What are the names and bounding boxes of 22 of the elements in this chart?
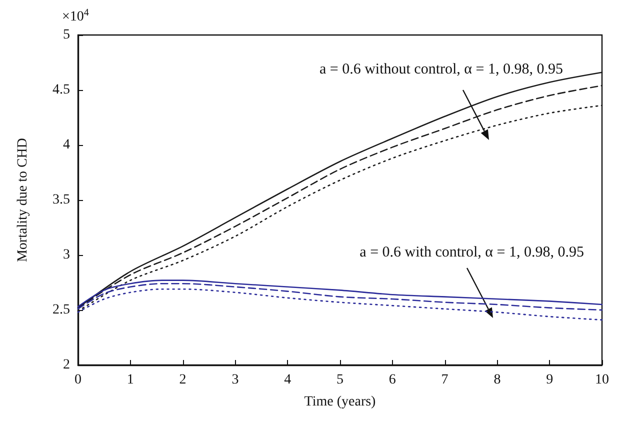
x-tick-label: 8	[494, 372, 501, 388]
annotation: a = 0.6 without control, α = 1, 0.98, 0.95	[319, 62, 563, 78]
x-tick-label: 0	[74, 372, 82, 388]
x-tick-label: 6	[388, 372, 396, 388]
y-tick-label: 4	[63, 138, 70, 152]
x-tick-label: 3	[232, 372, 239, 388]
x-tick-label: 1	[126, 372, 134, 388]
y-tick-label: 2.5	[52, 302, 70, 318]
x-tick-label: 4	[284, 372, 292, 388]
y-tick-label: 5	[63, 28, 70, 42]
x-tick-label: 7	[441, 372, 448, 388]
y-tick-label: 3.5	[52, 192, 70, 208]
y-tick-label: 3	[63, 248, 70, 262]
y-tick-label: 2	[63, 358, 70, 372]
y-tick-label: 4.5	[52, 82, 70, 98]
x-tick-label: 2	[179, 372, 186, 388]
y-axis-title: Mortality due to CHD	[16, 138, 30, 262]
annotation: a = 0.6 with control, α = 1, 0.98, 0.95	[360, 244, 584, 260]
x-axis-title: Time (years)	[304, 394, 376, 410]
x-tick-label: 9	[546, 372, 554, 388]
x-tick-label: 10	[595, 372, 609, 388]
x-tick-label: 5	[336, 372, 344, 388]
